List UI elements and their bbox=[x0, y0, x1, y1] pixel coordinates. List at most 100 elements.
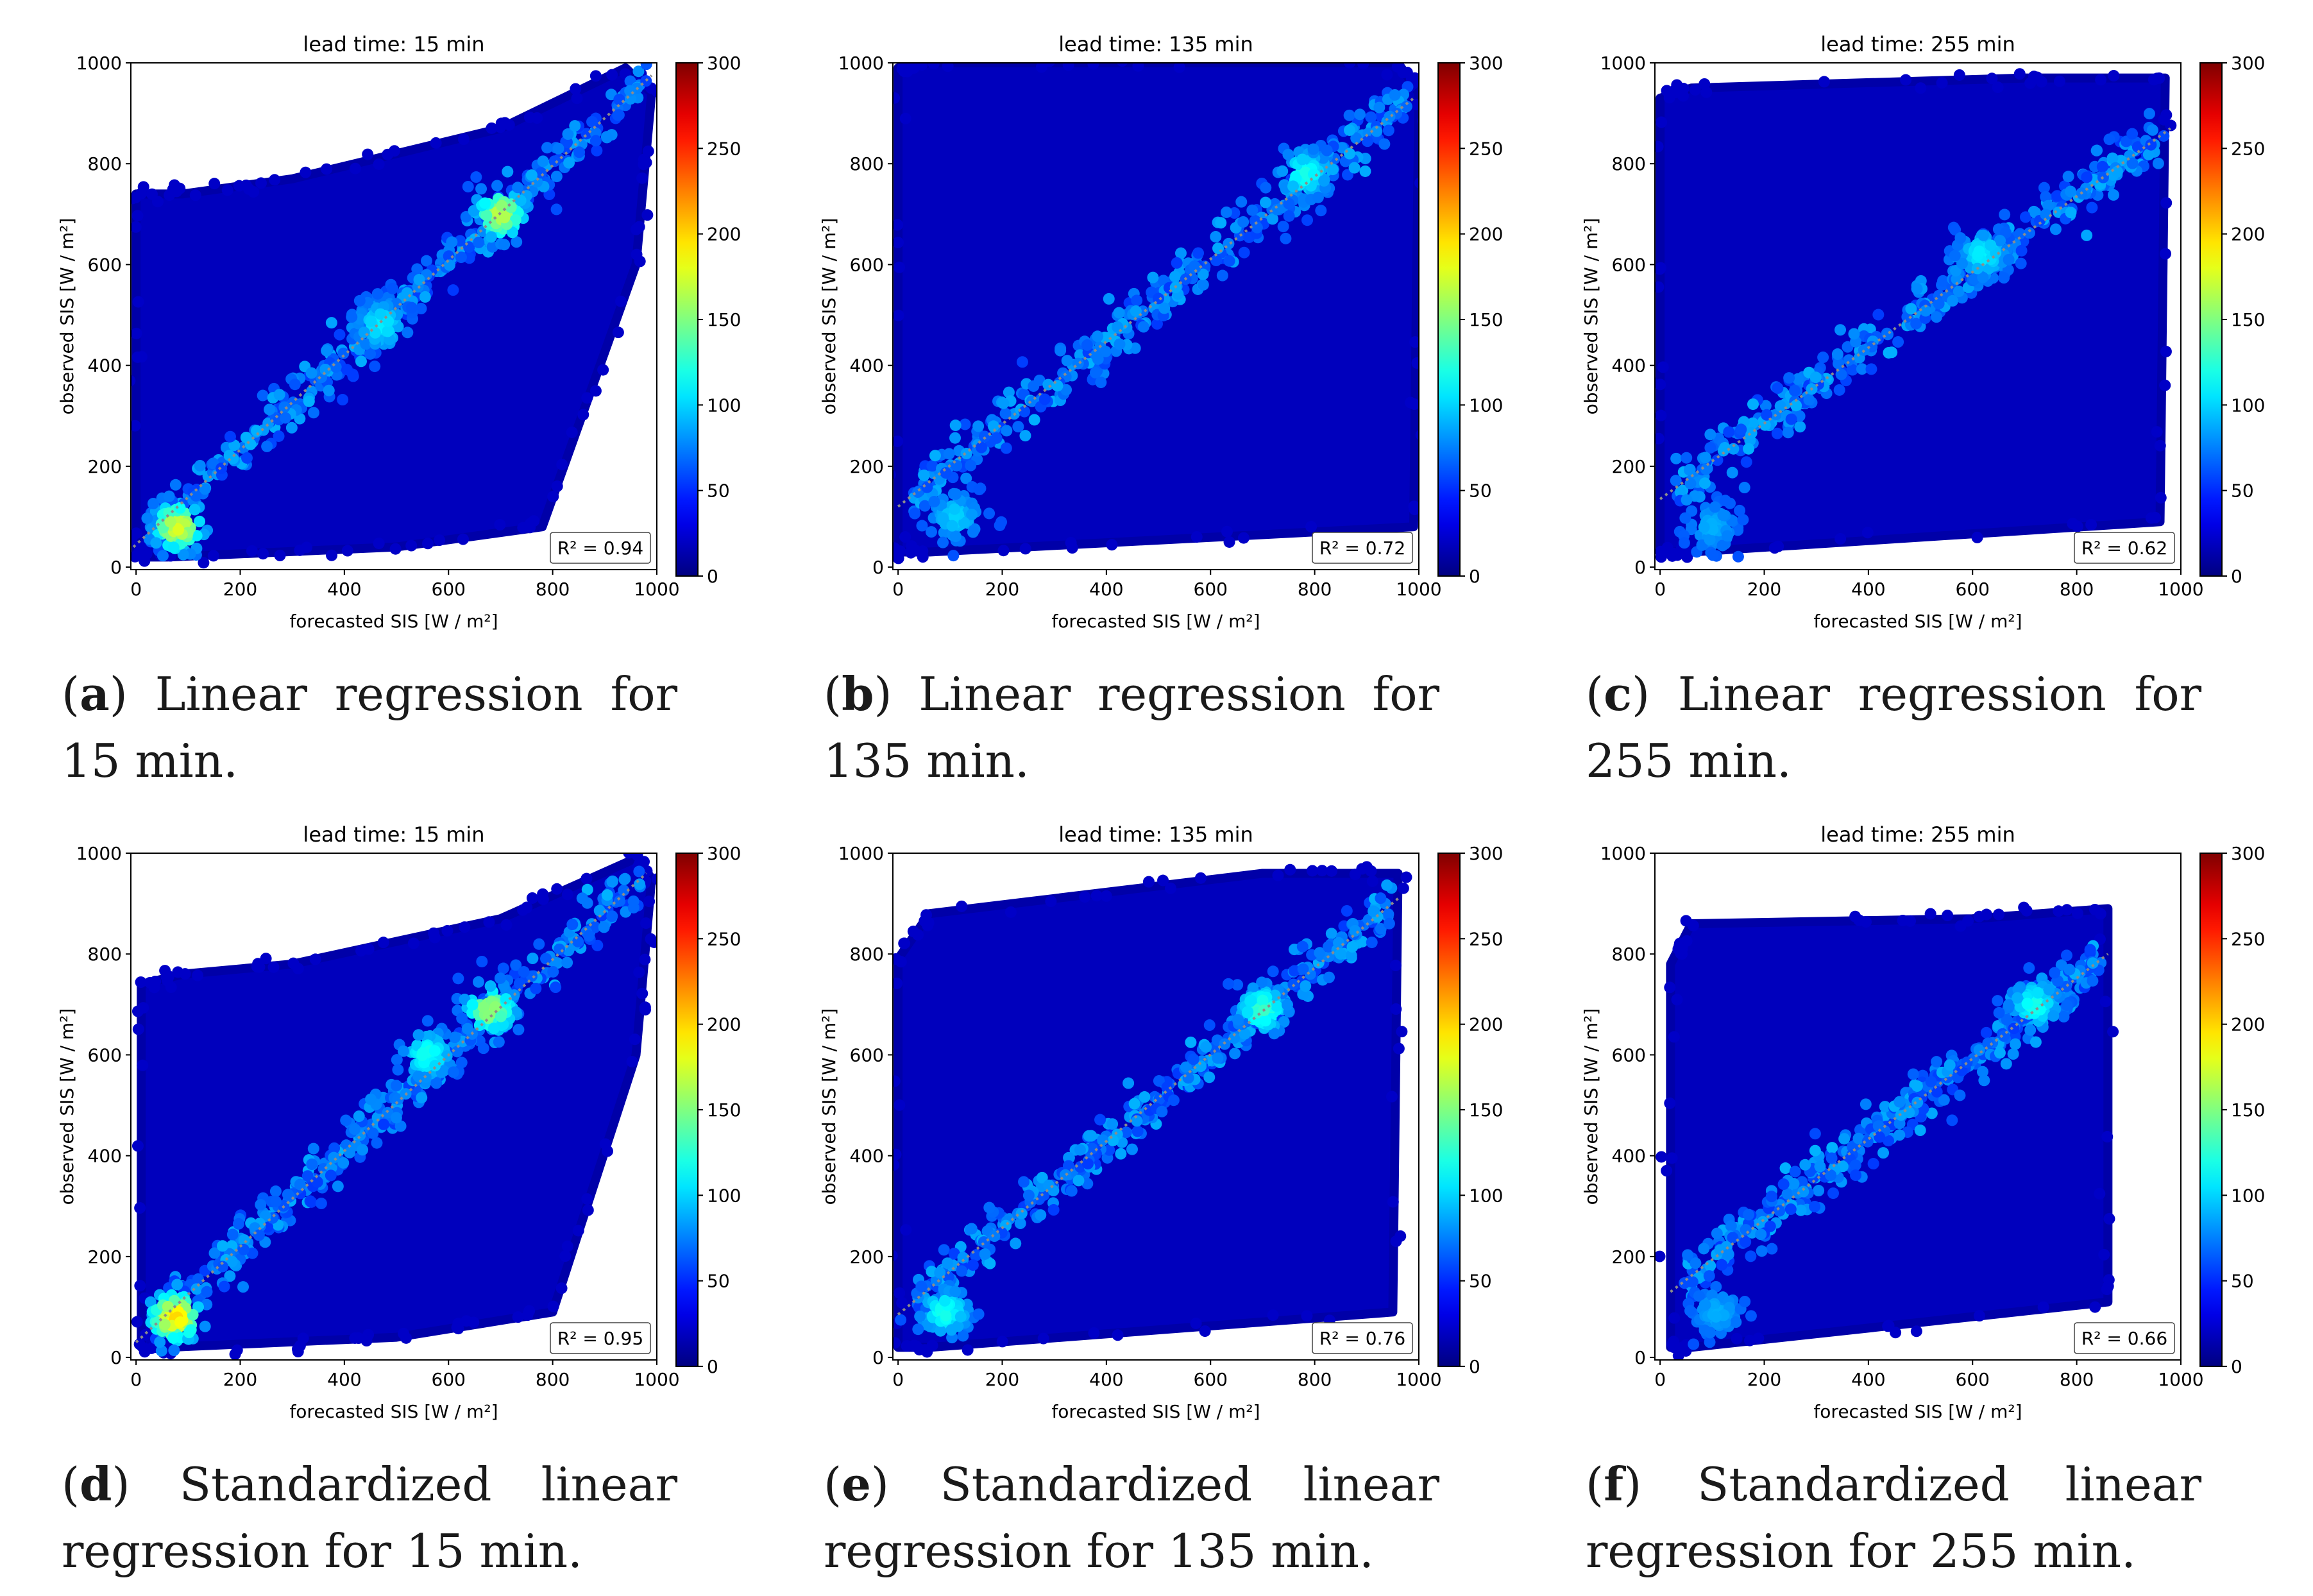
scatter-point bbox=[1216, 269, 1228, 282]
y-tick-label: 1000 bbox=[838, 843, 884, 864]
scatter-point bbox=[2067, 518, 2079, 530]
scatter-point bbox=[1666, 1152, 1678, 1164]
scatter-point bbox=[269, 1185, 282, 1198]
scatter-point bbox=[919, 500, 931, 512]
scatter-point bbox=[1699, 78, 1711, 90]
scatter-point bbox=[382, 325, 394, 337]
scatter-point bbox=[960, 472, 972, 484]
scatter-point bbox=[896, 1296, 908, 1309]
colorbar-tick-label: 300 bbox=[1469, 53, 1503, 74]
y-tick-label: 400 bbox=[1612, 1146, 1646, 1167]
scatter-points bbox=[1655, 68, 2177, 563]
scatter-point bbox=[2165, 119, 2177, 132]
scatter-point bbox=[1079, 891, 1091, 903]
scatter-point bbox=[1883, 1320, 1895, 1332]
scatter-point bbox=[1223, 237, 1235, 250]
regression-line bbox=[1670, 953, 2109, 1293]
scatter-point bbox=[523, 1305, 536, 1317]
scatter-point bbox=[613, 94, 625, 106]
scatter-point bbox=[1090, 349, 1102, 361]
colorbar-tick-label: 300 bbox=[2231, 53, 2265, 74]
colorbar-tick-label: 100 bbox=[1469, 395, 1503, 416]
scatter-point bbox=[447, 1066, 459, 1078]
scatter-point bbox=[972, 1308, 985, 1320]
scatter-point bbox=[547, 1300, 559, 1312]
scatter-point bbox=[183, 1327, 195, 1339]
scatter-point bbox=[134, 1280, 146, 1292]
scatter-point bbox=[645, 933, 657, 945]
scatter-point bbox=[990, 432, 1003, 444]
scatter-point bbox=[1717, 509, 1729, 522]
scatter-point bbox=[1284, 863, 1296, 876]
scatter-point bbox=[916, 520, 928, 532]
y-tick-label: 800 bbox=[88, 944, 122, 965]
colorbar-tick-label: 200 bbox=[707, 224, 741, 245]
x-tick-label: 0 bbox=[130, 1369, 142, 1390]
scatter-point bbox=[1818, 76, 1830, 88]
x-tick-label: 800 bbox=[536, 1369, 570, 1390]
scatter-point bbox=[1925, 1076, 1937, 1088]
scatter-point bbox=[1312, 191, 1324, 203]
caption-text: Linear regression for 255 min. bbox=[1586, 667, 2202, 788]
colorbar-tick-label: 0 bbox=[707, 1356, 718, 1377]
scatter-point bbox=[1229, 1048, 1241, 1060]
scatter-point bbox=[169, 479, 182, 491]
scatter-point bbox=[459, 921, 471, 933]
scatter-point bbox=[1267, 1309, 1279, 1321]
scatter-point bbox=[1296, 940, 1309, 953]
scatter-point bbox=[1973, 910, 1985, 922]
scatter-point bbox=[1359, 165, 1371, 177]
scatter-point bbox=[303, 395, 315, 407]
y-tick-label: 200 bbox=[1612, 456, 1646, 477]
scatter-point bbox=[131, 420, 141, 432]
scatter-point bbox=[1732, 524, 1744, 536]
scatter-point bbox=[612, 109, 624, 121]
colorbar-tick-label: 100 bbox=[2231, 395, 2265, 416]
scatter-point bbox=[1373, 101, 1385, 114]
scatter-point bbox=[651, 873, 657, 885]
scatter-point bbox=[2103, 133, 2115, 146]
scatter-point bbox=[1113, 307, 1125, 319]
scatter-point bbox=[457, 533, 469, 545]
scatter-point bbox=[912, 929, 924, 941]
r2-label: R² = 0.76 bbox=[1319, 1328, 1405, 1349]
scatter-point bbox=[405, 301, 418, 314]
scatter-point bbox=[937, 536, 949, 548]
scatter-point bbox=[208, 178, 221, 190]
scatter-point bbox=[1827, 1187, 1839, 1200]
scatter-point bbox=[1726, 466, 1738, 479]
scatter-point bbox=[893, 552, 904, 565]
scatter-point bbox=[996, 1336, 1008, 1348]
scatter-point bbox=[1004, 906, 1017, 918]
r2-label: R² = 0.62 bbox=[2081, 538, 2167, 559]
scatter-point bbox=[1931, 1056, 1943, 1068]
scatter-point bbox=[1010, 1237, 1022, 1250]
scatter-point bbox=[893, 219, 904, 231]
scatter-point bbox=[207, 550, 219, 562]
scatter-point bbox=[511, 236, 523, 248]
y-tick-label: 600 bbox=[88, 1044, 122, 1065]
scatter-point bbox=[1345, 949, 1357, 962]
scatter-point bbox=[278, 401, 291, 413]
scatter-point bbox=[375, 308, 387, 320]
scatter-point bbox=[1656, 1151, 1668, 1163]
scatter-point bbox=[2089, 1301, 2101, 1313]
scatter-point bbox=[1872, 309, 1885, 321]
scatter-point bbox=[631, 853, 643, 862]
scatter-point bbox=[1212, 1052, 1224, 1064]
scatter-point bbox=[1072, 357, 1084, 369]
scatter-point bbox=[476, 955, 488, 967]
scatter-point bbox=[2060, 949, 2072, 962]
scatter-point bbox=[1936, 77, 1948, 89]
scatter-point bbox=[1727, 443, 1740, 455]
x-tick-label: 800 bbox=[536, 579, 570, 600]
scatter-point bbox=[607, 875, 619, 887]
scatter-point bbox=[420, 255, 432, 267]
scatter-point bbox=[1790, 400, 1802, 412]
scatter-point bbox=[1915, 82, 1927, 94]
scatter-point bbox=[893, 977, 903, 989]
x-tick-label: 0 bbox=[130, 579, 142, 600]
scatter-point bbox=[1410, 98, 1419, 110]
scatter-point bbox=[945, 1324, 958, 1336]
scatter-point bbox=[1147, 271, 1159, 284]
